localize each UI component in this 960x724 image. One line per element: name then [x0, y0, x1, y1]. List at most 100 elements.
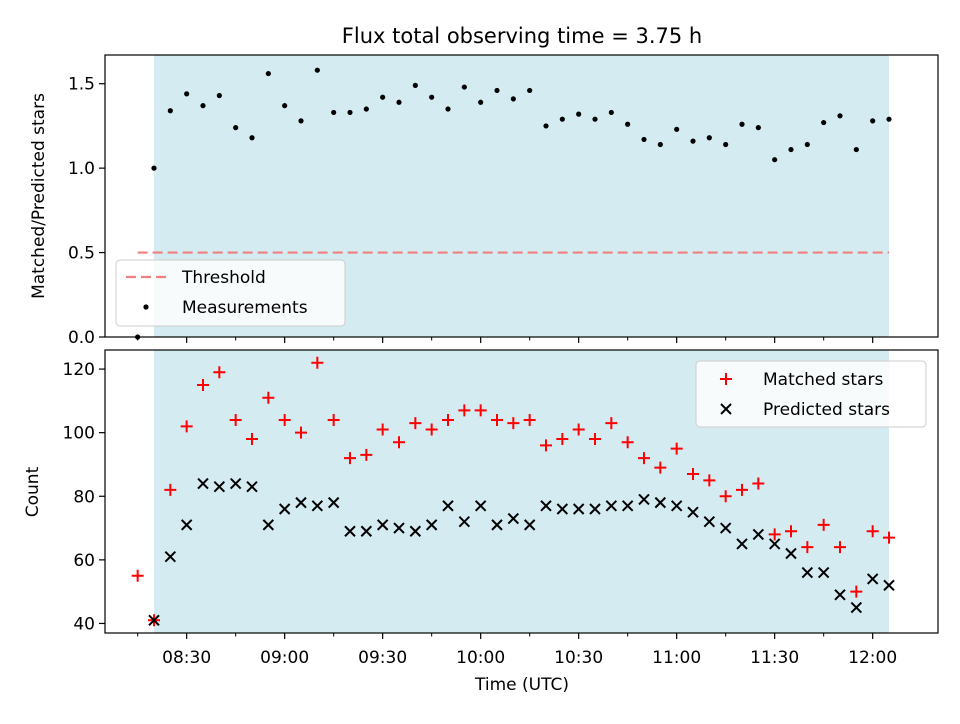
bottom-plot-frame	[104, 349, 939, 634]
matched-star-point	[654, 461, 667, 474]
x-tick-label: 09:30	[358, 648, 407, 668]
predicted-stars-points	[148, 477, 895, 626]
x-tick-label: 11:30	[750, 648, 799, 668]
measurement-point	[657, 141, 663, 148]
measurement-point	[510, 96, 516, 102]
y-tick-label: 0.0	[68, 328, 95, 348]
measurement-point	[870, 118, 876, 124]
matched-star-point	[376, 423, 389, 436]
measurement-point	[853, 146, 859, 153]
predicted-star-point	[866, 573, 879, 585]
measurement-point	[625, 121, 631, 127]
chart-title: Flux total observing time = 3.75 h	[342, 24, 702, 48]
measurement-point	[788, 146, 794, 153]
predicted-star-point	[409, 525, 422, 537]
predicted-star-point	[213, 481, 226, 493]
predicted-star-point	[491, 519, 503, 531]
measurement-point	[641, 136, 647, 143]
predicted-star-point	[180, 519, 193, 531]
predicted-star-point	[638, 493, 650, 506]
matched-star-point	[229, 413, 242, 426]
measurement-point	[331, 109, 337, 116]
predicted-star-point	[376, 519, 389, 531]
matched-star-point	[556, 433, 569, 446]
predicted-star-point	[474, 500, 487, 512]
matched-star-point	[458, 404, 471, 417]
predicted-star-point	[393, 522, 405, 534]
matched-star-point	[164, 483, 177, 496]
matched-star-point	[197, 378, 209, 391]
predicted-star-point	[229, 477, 242, 490]
predicted-star-point	[262, 519, 275, 531]
measurement-point	[282, 103, 288, 109]
measurement-point	[674, 126, 680, 132]
predicted-star-point	[425, 519, 438, 531]
predicted-star-point	[605, 500, 618, 512]
y-tick-label: 1.5	[68, 75, 95, 95]
x-tick-label: 09:00	[260, 648, 309, 668]
matched-star-point	[540, 439, 552, 452]
legend-threshold-label: Threshold	[181, 268, 266, 288]
matched-star-point	[327, 413, 340, 426]
measurement-point	[461, 84, 467, 90]
measurement-point	[576, 111, 582, 117]
matched-star-point	[850, 585, 863, 598]
measurement-point	[184, 91, 190, 97]
matched-star-point	[344, 452, 356, 465]
matched-star-point	[801, 541, 814, 554]
panel-top: Flux total observing time = 3.75 h 0.00.…	[29, 24, 939, 348]
matched-star-point	[703, 474, 716, 487]
predicted-star-point	[311, 500, 324, 512]
legend-matched-swatch	[720, 373, 732, 385]
predicted-star-point	[654, 496, 667, 509]
predicted-star-point	[850, 601, 863, 614]
matched-star-point	[278, 413, 291, 426]
predicted-star-point	[344, 525, 356, 537]
matched-star-point	[768, 528, 781, 541]
predicted-star-point	[785, 547, 797, 560]
top-y-ticks: 0.0 0.5 1.0 1.5	[68, 75, 105, 348]
measurement-point	[233, 125, 239, 131]
y-tick-label: 100	[63, 424, 95, 444]
matched-star-point	[687, 468, 699, 481]
measurement-point	[821, 119, 827, 126]
matched-star-point	[523, 413, 536, 426]
matched-star-point	[491, 413, 503, 426]
panel-bottom: 40 60 80 100 120 08:30 09:00 09:30 10:00 10:30 11…	[23, 349, 939, 695]
predicted-star-point	[687, 506, 699, 518]
top-plot-frame	[104, 54, 939, 338]
bottom-y-ticks: 40 60 80 100 120	[63, 360, 105, 634]
measurement-point	[739, 121, 745, 127]
predicted-star-point	[246, 481, 258, 493]
matched-star-point	[425, 423, 438, 436]
x-tick-label: 12:00	[848, 648, 897, 668]
y-tick-label: 40	[73, 614, 95, 634]
matched-star-point	[474, 404, 487, 417]
measurement-point	[314, 67, 320, 73]
predicted-star-point	[589, 503, 601, 515]
measurement-point	[396, 99, 402, 105]
predicted-star-point	[278, 503, 291, 515]
matched-star-point	[360, 448, 373, 461]
measurement-point	[429, 94, 435, 100]
measurement-point	[690, 138, 696, 144]
measurement-point	[608, 109, 614, 116]
x-tick-label: 11:00	[652, 648, 701, 668]
x-tick-label: 10:30	[554, 648, 603, 668]
matched-star-point	[785, 525, 797, 538]
measurement-point	[886, 116, 892, 122]
matched-star-point	[589, 433, 601, 446]
matched-star-point	[883, 531, 895, 544]
measurement-point	[363, 106, 369, 112]
x-tick-label: 08:30	[162, 648, 211, 668]
predicted-star-point	[572, 503, 585, 515]
matched-star-point	[507, 417, 520, 430]
measurement-point	[445, 106, 451, 112]
measurement-point	[265, 70, 271, 77]
matched-star-point	[213, 366, 226, 379]
measurement-points	[135, 67, 892, 340]
matched-star-point	[752, 477, 765, 490]
measurement-point	[298, 118, 304, 124]
measurement-point	[527, 87, 533, 94]
bottom-legend: Matched stars Predicted stars	[695, 360, 927, 428]
